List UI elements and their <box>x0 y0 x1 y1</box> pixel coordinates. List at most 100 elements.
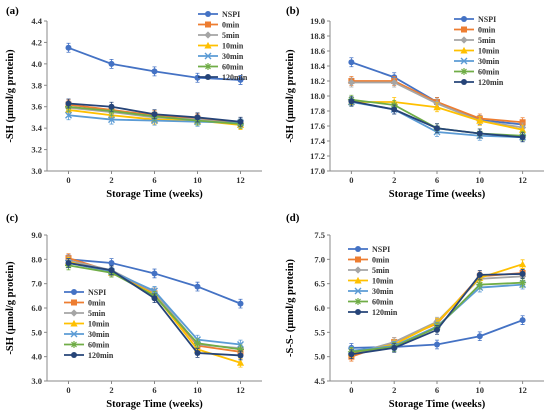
x-tick-label: 2 <box>109 385 113 395</box>
x-axis-label: Storage Time (weeks) <box>389 189 486 200</box>
legend-marker <box>354 287 362 295</box>
legend-label: 5min <box>222 31 240 40</box>
x-tick-label: 2 <box>109 175 113 185</box>
y-tick-label: 19.0 <box>310 16 325 26</box>
y-tick-label: 18.0 <box>310 91 325 101</box>
x-tick-label: 12 <box>518 175 527 185</box>
panel-label: (c) <box>6 212 19 224</box>
y-tick-label: 4.0 <box>31 352 42 362</box>
series-NSPI <box>65 42 244 85</box>
legend-label: 120min <box>372 308 398 317</box>
legend-marker <box>460 36 468 44</box>
y-axis-label: -SH (μmol/g protein) <box>5 49 16 143</box>
legend-marker <box>461 79 467 85</box>
legend-label: 10min <box>222 42 244 51</box>
legend-marker <box>355 309 361 315</box>
y-tick-label: 5.5 <box>314 327 325 337</box>
data-point <box>237 76 244 83</box>
x-tick-label: 10 <box>476 385 485 395</box>
data-point <box>519 134 526 141</box>
x-axis-label: Storage Time (weeks) <box>389 399 486 410</box>
data-point <box>108 116 115 124</box>
x-tick-label: 10 <box>193 175 202 185</box>
data-point <box>108 259 115 266</box>
data-point <box>237 118 244 125</box>
data-point <box>433 103 441 111</box>
data-point <box>476 281 484 289</box>
x-tick-label: 6 <box>152 175 156 185</box>
x-tick-label: 0 <box>349 385 353 395</box>
legend-label: 60min <box>372 298 394 307</box>
data-point <box>476 271 483 278</box>
data-point <box>348 351 355 358</box>
data-point <box>519 317 526 324</box>
legend-marker <box>354 266 362 274</box>
legend-marker <box>204 41 212 49</box>
legend-marker <box>70 341 78 348</box>
data-point <box>476 130 483 137</box>
y-tick-label: 6.5 <box>314 279 325 289</box>
data-point <box>151 111 158 118</box>
x-tick-label: 6 <box>435 175 439 185</box>
y-tick-label: 4.2 <box>31 37 42 47</box>
data-point <box>434 326 440 333</box>
x-tick-label: 12 <box>236 385 245 395</box>
legend-label: 30min <box>478 57 500 66</box>
chart-panel-3: (c) 3.0 4.0 5.0 6.0 7.0 8.0 9.0 0 2 6 10 12 Storage T… <box>5 212 262 410</box>
legend-label: 10min <box>478 47 500 56</box>
x-tick-label: 0 <box>349 175 353 185</box>
legend-marker <box>355 246 361 252</box>
legend-marker <box>460 57 468 65</box>
legend-marker <box>204 52 212 60</box>
x-axis-label: Storage Time (weeks) <box>106 189 203 200</box>
data-point <box>390 78 398 87</box>
y-tick-label: 6.0 <box>31 303 42 313</box>
x-tick-label: 0 <box>66 385 70 395</box>
data-point <box>348 98 355 105</box>
legend-marker <box>70 330 78 338</box>
data-point <box>519 279 527 287</box>
legend-label: 0min <box>372 256 390 265</box>
y-tick-label: 9.0 <box>31 230 42 240</box>
chart-panel-2: (b) 17.0 17.2 17.4 17.6 17.8 18.0 18.2 18.4 18.6 1… <box>285 5 544 200</box>
y-tick-label: 18.8 <box>310 31 325 41</box>
data-point <box>108 103 115 110</box>
series-120min <box>65 258 244 361</box>
data-point <box>348 59 355 66</box>
data-point <box>391 106 398 113</box>
legend-marker <box>70 319 78 327</box>
data-point <box>391 344 398 351</box>
y-tick-label: 18.6 <box>310 46 325 56</box>
y-tick-label: 4.0 <box>31 59 42 69</box>
data-point <box>519 260 527 268</box>
data-point <box>237 352 244 359</box>
legend-label: 5min <box>372 266 390 275</box>
data-point <box>434 341 440 348</box>
legend-label: 30min <box>372 287 394 296</box>
legend-marker <box>354 276 362 284</box>
y-tick-label: 7.0 <box>314 254 325 264</box>
data-point <box>108 267 115 274</box>
y-tick-label: 3.0 <box>31 376 42 386</box>
legend-marker <box>71 289 77 295</box>
legend-marker <box>70 309 78 317</box>
legend-label: 120min <box>478 78 504 87</box>
y-tick-label: 3.6 <box>31 102 42 112</box>
x-tick-label: 12 <box>236 175 245 185</box>
legend-marker <box>460 68 468 75</box>
y-tick-label: 8.0 <box>31 254 42 264</box>
legend-marker <box>461 26 467 33</box>
y-tick-label: 3.8 <box>31 80 42 90</box>
data-point <box>108 60 115 67</box>
y-tick-label: 3.4 <box>31 123 42 133</box>
chart-panel-4: (d) 4.5 5.0 5.5 6.0 6.5 7.0 7.5 0 2 6 10 12 Storage T… <box>285 212 544 410</box>
y-tick-label: 7.0 <box>31 279 42 289</box>
data-point <box>519 270 526 277</box>
legend-label: 60min <box>222 63 244 72</box>
legend-marker <box>460 46 468 54</box>
legend-label: NSPI <box>478 15 496 24</box>
data-point <box>236 359 245 366</box>
data-point <box>194 339 201 347</box>
